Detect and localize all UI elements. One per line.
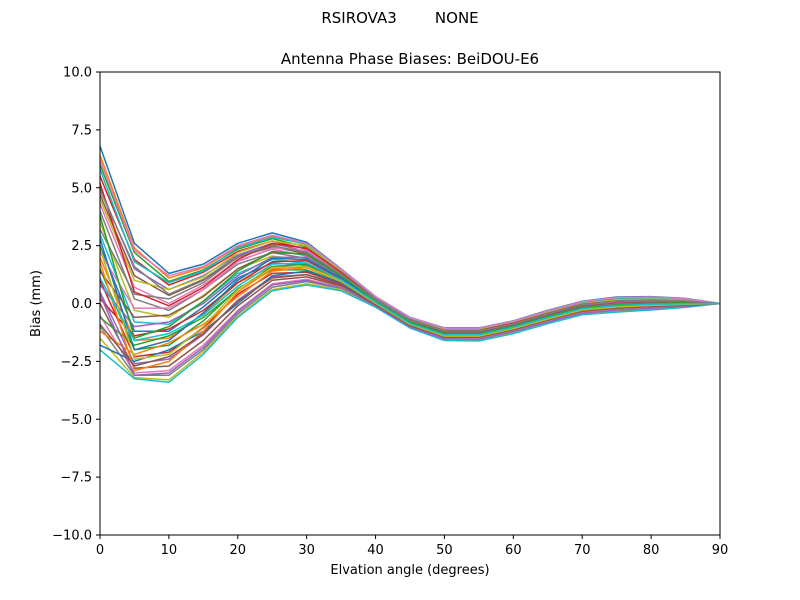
series-line-20 xyxy=(99,284,721,383)
x-tick-label: 90 xyxy=(712,543,729,558)
y-tick-label: 7.5 xyxy=(71,123,92,138)
x-tick-label: 40 xyxy=(367,543,384,558)
y-axis: 10.0 7.5 5.0 2.5 0.0 −2.5 −5.0 −7.5 −10.0 xyxy=(52,66,100,544)
y-tick-label: 5.0 xyxy=(71,181,92,196)
x-tick-label: 30 xyxy=(298,543,315,558)
series-line-40 xyxy=(99,262,721,342)
series-line-35 xyxy=(99,279,721,377)
x-tick-label: 10 xyxy=(161,543,178,558)
x-tick-label: 60 xyxy=(505,543,522,558)
y-tick-label: 10.0 xyxy=(63,66,92,81)
series-layer xyxy=(99,145,721,383)
series-line-36 xyxy=(99,273,721,367)
y-tick-label: −10.0 xyxy=(52,529,92,544)
y-tick-label: −5.0 xyxy=(60,413,92,428)
y-tick-label: −2.5 xyxy=(60,355,92,370)
series-line-33 xyxy=(99,215,721,339)
y-tick-label: −7.5 xyxy=(60,471,92,486)
y-tick-label: 0.0 xyxy=(71,297,92,312)
x-tick-label: 80 xyxy=(643,543,660,558)
x-axis: 0 10 20 30 40 50 60 70 80 90 xyxy=(96,535,728,558)
y-axis-label: Bias (mm) xyxy=(29,270,44,337)
x-tick-label: 20 xyxy=(230,543,247,558)
series-line-37 xyxy=(99,159,721,329)
series-line-38 xyxy=(99,189,721,332)
x-tick-label: 0 xyxy=(96,543,104,558)
chart-title: Antenna Phase Biases: BeiDOU-E6 xyxy=(281,50,539,68)
series-line-7 xyxy=(99,203,721,333)
y-tick-label: 2.5 xyxy=(71,239,92,254)
x-axis-label: Elvation angle (degrees) xyxy=(330,563,489,578)
x-tick-label: 70 xyxy=(574,543,591,558)
series-line-39 xyxy=(99,247,721,360)
series-line-31 xyxy=(99,238,721,351)
figure-suptitle: RSIROVA3 NONE xyxy=(321,9,479,27)
x-tick-label: 50 xyxy=(436,543,453,558)
